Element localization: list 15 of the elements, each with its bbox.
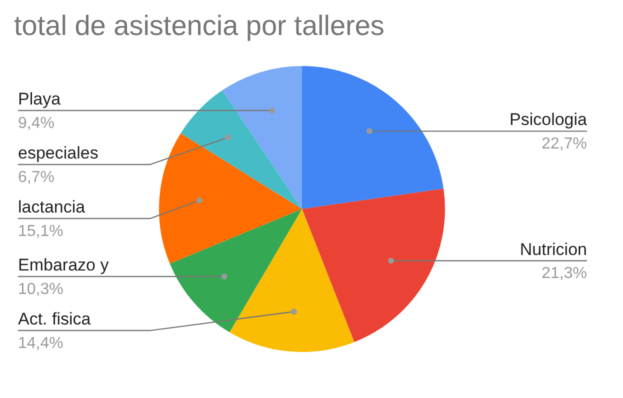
data-label: 6,7% [18,168,54,186]
slice-label: Playa [18,90,62,109]
slice-label: Embarazo y [18,256,110,275]
data-label: 14,4% [18,334,64,352]
data-label: 15,1% [18,222,64,240]
slice-label: especiales [18,144,98,163]
slice-label: Nutricion [520,240,587,259]
data-label: 21,3% [542,265,587,282]
slice-label: lactancia [18,198,86,217]
data-label: 10,3% [18,280,64,298]
data-label: 9,4% [18,114,54,132]
slice-label: Psicologia [510,110,588,130]
chart-title: total de asistencia por talleres [14,10,384,42]
data-label: 22,7% [542,136,587,153]
slice-label: Act. fisica [18,310,92,329]
